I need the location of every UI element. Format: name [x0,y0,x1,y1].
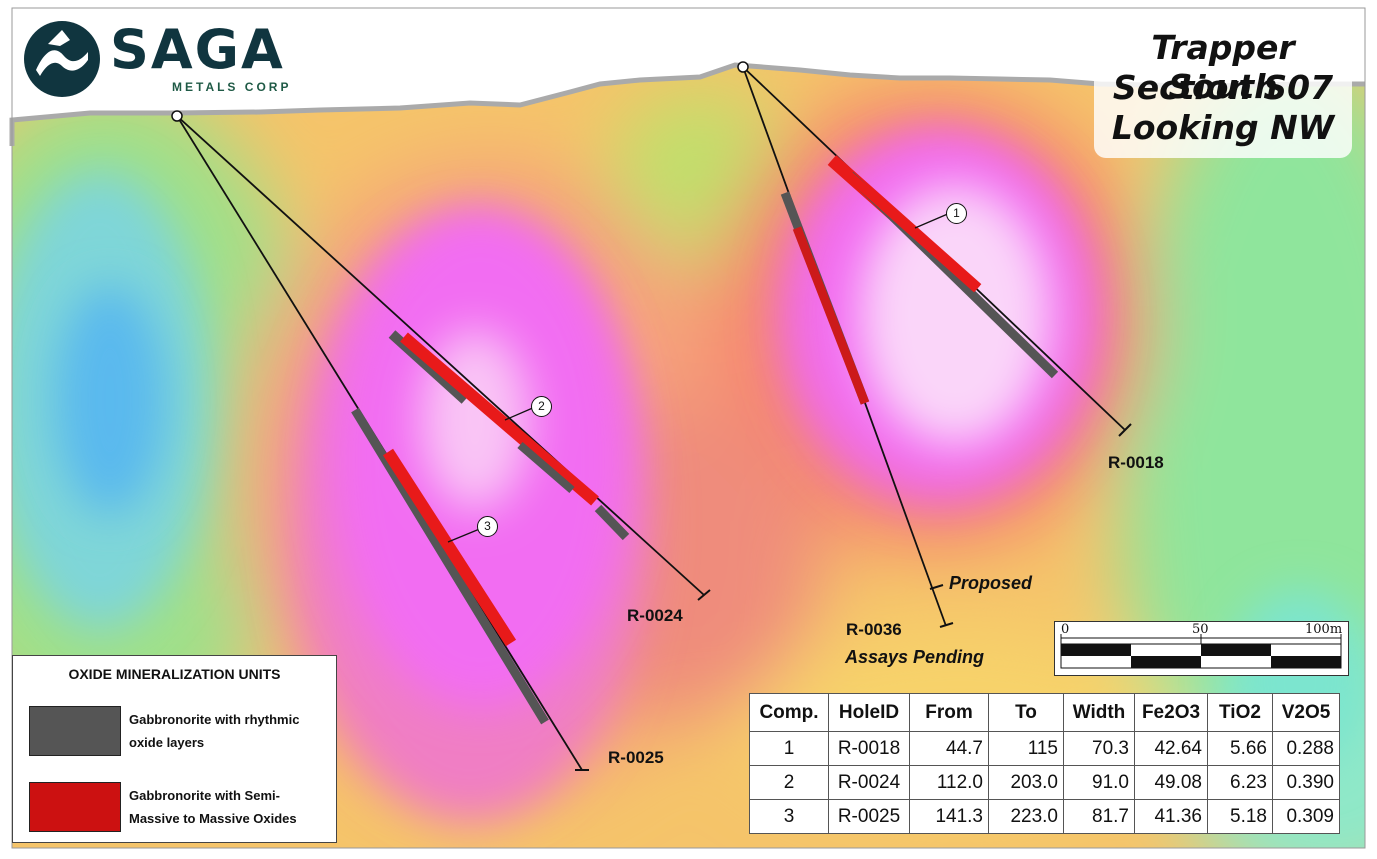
table-cell: 6.23 [1207,765,1273,800]
table-cell: 0.390 [1272,765,1340,800]
drill-hole-r0018 [742,66,1132,437]
drill-hole-r0025 [176,115,589,771]
collar-marker-west [171,110,183,122]
table-cell: 0.288 [1272,731,1340,766]
col-header: V2O5 [1272,693,1340,732]
assays-pending-label: Assays Pending [845,647,985,667]
scale-bar: 0 50 100m [1054,621,1349,676]
table-cell: 91.0 [1063,765,1135,800]
table-cell: 115 [988,731,1064,766]
hole-label-r0018: R-0018 [1108,453,1164,472]
component-badge-2: 2 [531,396,552,417]
table-cell: R-0024 [828,765,910,800]
table-row: 2 R-0024 112.0 203.0 91.0 49.08 6.23 0.3… [749,765,1340,800]
col-header: Comp. [749,693,829,732]
component-3-leader [447,527,483,543]
legend-label-rhythmic-line2: oxide layers [129,735,205,750]
legend-label-massive-line1: Gabbronorite with Semi- [129,788,280,803]
ground-surface-line [9,62,1365,146]
component-1-leader [914,212,951,229]
table-cell: R-0018 [828,731,910,766]
table-cell: 41.36 [1134,799,1208,834]
table-cell: 5.66 [1207,731,1273,766]
table-cell: 5.18 [1207,799,1273,834]
table-row: 1 R-0018 44.7 115 70.3 42.64 5.66 0.288 [749,731,1340,766]
table-row: 3 R-0025 141.3 223.0 81.7 41.36 5.18 0.3… [749,799,1340,834]
table-cell: 1 [749,731,829,766]
table-cell: 223.0 [988,799,1064,834]
legend-title: OXIDE MINERALIZATION UNITS [68,666,281,682]
col-header: From [909,693,989,732]
section-title-line1: Trapper South [1151,28,1295,106]
scale-tick-50: 50 [1192,622,1209,637]
table-cell: 81.7 [1063,799,1135,834]
col-header: TiO2 [1207,693,1273,732]
table-cell: 2 [749,765,829,800]
proposed-label: Proposed [949,573,1033,593]
table-cell: 0.309 [1272,799,1340,834]
table-cell: 3 [749,799,829,834]
component-badge-3: 3 [477,516,498,537]
legend-swatch-massive [29,782,121,832]
col-header: Width [1063,693,1135,732]
col-header: Fe2O3 [1134,693,1208,732]
component-2-leader [504,406,536,421]
section-title-line3: Looking NW [1111,108,1335,147]
hole-label-r0024: R-0024 [627,606,683,625]
brand-subtitle: METALS CORP [172,80,292,94]
component-badge-1: 1 [946,203,967,224]
drill-hole-r0036 [742,66,954,628]
legend-box: OXIDE MINERALIZATION UNITS Gabbronorite … [12,655,337,843]
assay-table: Comp. HoleID From To Width Fe2O3 TiO2 V2… [749,693,1340,834]
table-cell: 70.3 [1063,731,1135,766]
legend-swatch-rhythmic [29,706,121,756]
hole-label-r0025: R-0025 [608,748,664,767]
legend-label-rhythmic: Gabbronorite with rhythmic oxide layers [129,708,334,754]
legend-label-massive: Gabbronorite with Semi- Massive to Massi… [129,784,334,830]
col-header: To [988,693,1064,732]
table-cell: 203.0 [988,765,1064,800]
legend-label-rhythmic-line1: Gabbronorite with rhythmic [129,712,300,727]
table-cell: 112.0 [909,765,989,800]
col-header: HoleID [828,693,910,732]
saga-logo-mark [24,21,100,97]
section-title-line2: Section S07 [1112,68,1334,107]
brand-name: SAGA [110,18,285,81]
scale-tick-0: 0 [1061,622,1070,637]
table-cell: 44.7 [909,731,989,766]
hole-label-r0036: R-0036 [846,620,902,639]
table-cell: 141.3 [909,799,989,834]
table-cell: 49.08 [1134,765,1208,800]
assay-table-header-row: Comp. HoleID From To Width Fe2O3 TiO2 V2… [749,693,1340,732]
section-title-box [1094,24,1352,158]
scale-tick-100: 100m [1305,622,1343,637]
table-cell: 42.64 [1134,731,1208,766]
table-cell: R-0025 [828,799,910,834]
drill-hole-r0024 [176,115,711,601]
legend-label-massive-line2: Massive to Massive Oxides [129,811,297,826]
collar-marker-east [737,61,749,73]
figure-frame [11,7,1366,849]
